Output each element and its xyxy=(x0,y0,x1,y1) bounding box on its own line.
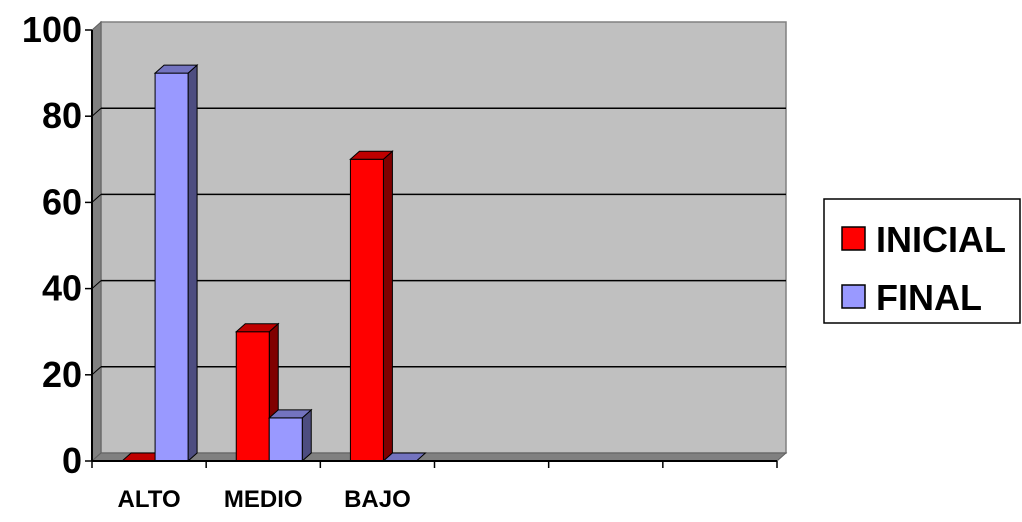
plot-side-wall xyxy=(91,20,102,463)
axes: 0 20 40 60 80 100 ALTO MEDIO BAJO xyxy=(22,9,778,513)
bar-front xyxy=(268,417,303,462)
y-tick-label: 0 xyxy=(62,440,82,481)
legend-label-final: FINAL xyxy=(876,277,982,318)
y-tick-label: 20 xyxy=(42,354,82,395)
bar-front xyxy=(154,72,189,462)
legend-swatch-final xyxy=(841,284,866,309)
bar-top xyxy=(349,150,394,160)
bar-side xyxy=(301,408,312,463)
bar-front xyxy=(235,331,270,462)
bar-side xyxy=(187,63,198,463)
gridline-side xyxy=(91,194,102,203)
y-tick-label: 40 xyxy=(42,268,82,309)
y-tick-label: 100 xyxy=(22,9,82,50)
x-tick-label: ALTO xyxy=(118,486,181,513)
gridline-side xyxy=(91,280,102,289)
bar-top xyxy=(267,409,313,419)
y-tick-label: 80 xyxy=(42,95,82,136)
bar-top xyxy=(234,323,280,333)
legend-label-inicial: INICIAL xyxy=(876,219,1006,260)
bar-final-medio xyxy=(267,408,313,463)
bars xyxy=(120,63,427,463)
y-tick-label: 60 xyxy=(42,181,82,222)
gridline-side xyxy=(91,366,102,376)
bar-side xyxy=(382,150,393,463)
gridlines xyxy=(91,107,786,376)
plot-back-wall xyxy=(100,21,787,454)
bar-inicial-bajo xyxy=(349,150,394,463)
x-tick-label: BAJO xyxy=(344,486,411,513)
gridline-side xyxy=(91,107,102,117)
legend: INICIAL FINAL xyxy=(823,198,1021,324)
x-tick-label: MEDIO xyxy=(224,486,303,513)
bar-final-alto xyxy=(153,63,199,463)
bar-top xyxy=(153,64,199,74)
bar-front xyxy=(349,158,384,462)
legend-swatch-inicial xyxy=(841,226,866,251)
